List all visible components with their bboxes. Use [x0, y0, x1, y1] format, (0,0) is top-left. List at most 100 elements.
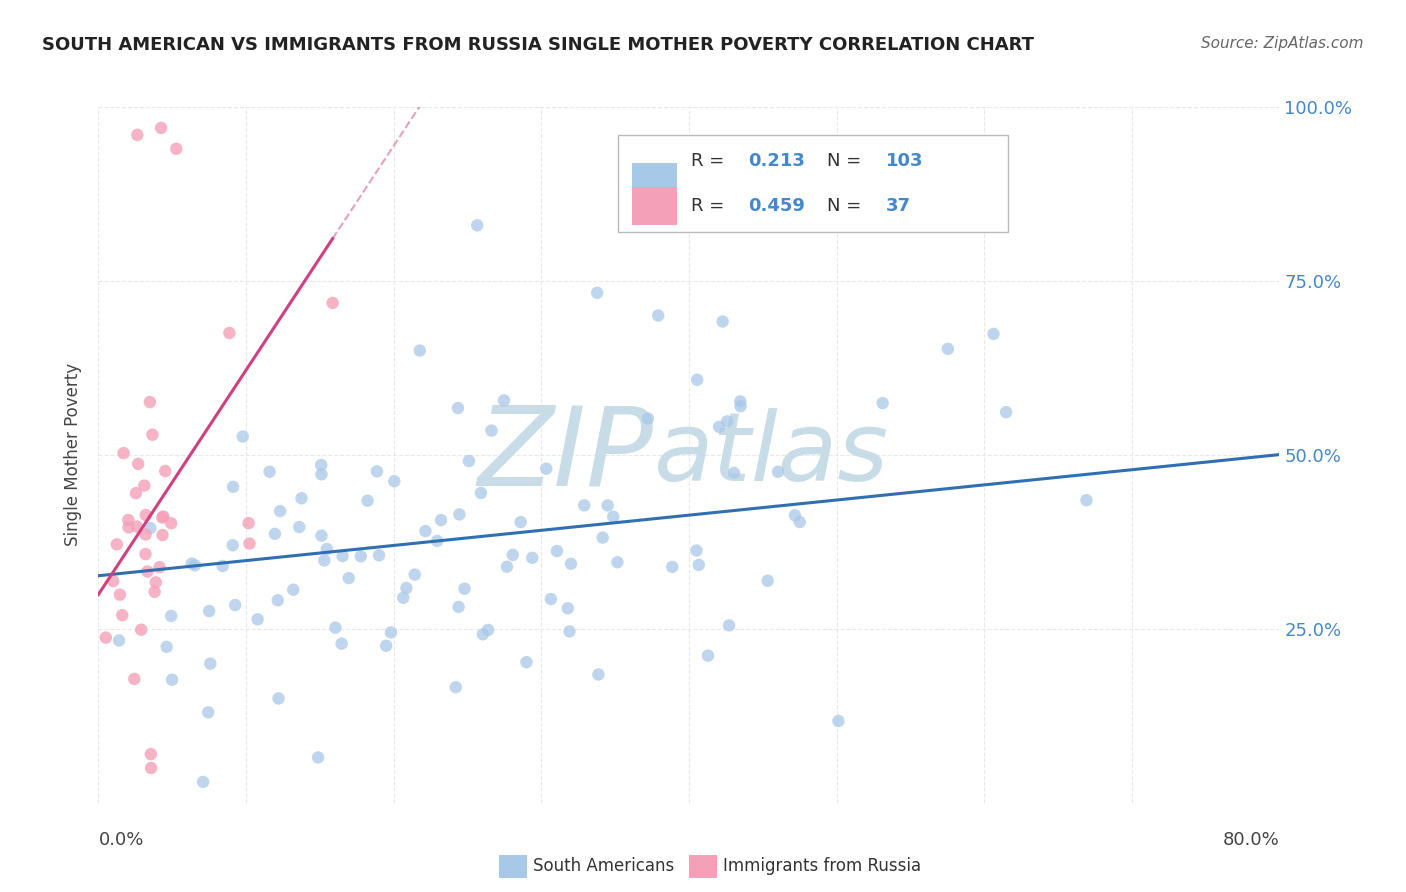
Point [596, 499, 619, 513]
Point [723, 466, 745, 480]
Text: SOUTH AMERICAN VS IMMIGRANTS FROM RUSSIA SINGLE MOTHER POVERTY CORRELATION CHART: SOUTH AMERICAN VS IMMIGRANTS FROM RUSSIA… [42, 36, 1035, 54]
Point [125, 486, 148, 500]
Point [447, 401, 470, 415]
Point [1076, 493, 1098, 508]
Point [290, 491, 312, 506]
Point [307, 750, 329, 764]
Point [686, 373, 709, 387]
Point [470, 486, 492, 500]
Point [311, 528, 333, 542]
Point [112, 446, 135, 460]
Point [127, 128, 149, 142]
Point [309, 458, 332, 472]
Point [267, 593, 290, 607]
Point [129, 623, 152, 637]
Text: atlas: atlas [654, 409, 889, 501]
Text: South Americans: South Americans [533, 857, 673, 875]
Point [449, 508, 471, 522]
Text: R =: R = [692, 153, 730, 170]
Point [160, 609, 183, 624]
Point [426, 533, 449, 548]
Point [471, 627, 494, 641]
Text: ZIP: ZIP [478, 401, 654, 508]
Point [222, 480, 245, 494]
Point [453, 582, 475, 596]
Point [477, 623, 499, 637]
Point [108, 588, 131, 602]
Point [688, 558, 710, 572]
Point [316, 541, 339, 556]
Point [108, 633, 131, 648]
Point [139, 521, 162, 535]
Point [560, 557, 582, 571]
Point [540, 592, 562, 607]
Point [224, 598, 246, 612]
Point [238, 536, 260, 550]
Point [458, 454, 481, 468]
Point [995, 405, 1018, 419]
Point [184, 558, 207, 573]
Point [409, 343, 432, 358]
Point [330, 636, 353, 650]
Point [269, 504, 291, 518]
Point [983, 326, 1005, 341]
Point [135, 547, 157, 561]
Point [191, 775, 214, 789]
Point [264, 527, 287, 541]
Point [117, 513, 139, 527]
Point [127, 457, 149, 471]
FancyBboxPatch shape [633, 162, 678, 201]
Point [522, 550, 544, 565]
Point [135, 527, 157, 541]
Text: Source: ZipAtlas.com: Source: ZipAtlas.com [1201, 36, 1364, 51]
Point [509, 515, 531, 529]
Point [145, 575, 167, 590]
Point [936, 342, 959, 356]
Point [156, 640, 179, 654]
Point [136, 565, 159, 579]
Text: Immigrants from Russia: Immigrants from Russia [723, 857, 921, 875]
Point [350, 549, 373, 564]
Point [143, 585, 166, 599]
Point [872, 396, 894, 410]
Point [101, 574, 124, 588]
Point [711, 314, 734, 328]
Point [160, 673, 183, 687]
Point [135, 508, 157, 522]
Point [404, 567, 426, 582]
Point [415, 524, 437, 538]
Point [267, 691, 290, 706]
Point [586, 285, 609, 300]
Point [730, 399, 752, 413]
Point [574, 499, 596, 513]
Point [481, 424, 503, 438]
Point [180, 557, 202, 571]
Point [141, 427, 163, 442]
Point [200, 657, 222, 671]
Point [546, 544, 568, 558]
Point [368, 549, 391, 563]
Point [134, 478, 156, 492]
Point [150, 120, 173, 135]
Point [105, 537, 128, 551]
Point [148, 560, 170, 574]
Point [496, 559, 519, 574]
Y-axis label: Single Mother Poverty: Single Mother Poverty [65, 363, 83, 547]
Point [707, 420, 730, 434]
Point [322, 296, 344, 310]
Point [392, 591, 415, 605]
Point [139, 761, 162, 775]
Point [447, 599, 470, 614]
Point [647, 309, 669, 323]
Point [588, 667, 610, 681]
Point [382, 475, 405, 489]
Point [728, 394, 751, 409]
Point [789, 515, 811, 529]
Text: 0.213: 0.213 [748, 153, 804, 170]
Point [222, 538, 245, 552]
Point [366, 464, 388, 478]
FancyBboxPatch shape [619, 135, 1008, 232]
Text: 37: 37 [886, 197, 911, 215]
Point [756, 574, 779, 588]
Point [444, 680, 467, 694]
